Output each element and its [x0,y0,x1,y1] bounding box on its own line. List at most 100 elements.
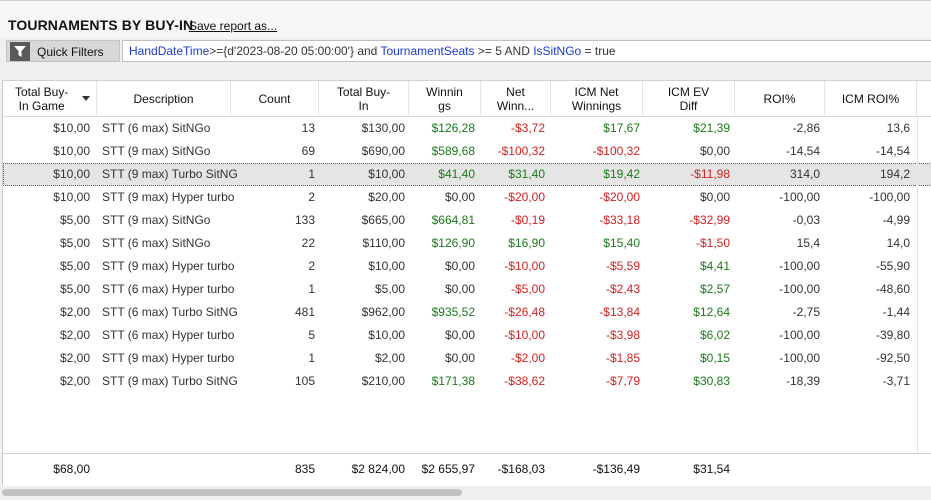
column-header-total-buyin[interactable]: Total Buy- In [319,81,409,117]
cell-icm-roi: 194,2 [879,167,910,181]
table-row[interactable]: $10,00 STT (9 max) SitNGo 69 $690,00 $589,68… [3,140,931,163]
column-header-net-winnings[interactable]: Net Winn... [481,81,551,117]
cell-icm-roi: -55,90 [875,259,910,273]
column-header-roi[interactable]: ROI% [735,81,825,117]
column-header-icm-net-winnings[interactable]: ICM Net Winnings [551,81,643,117]
column-header-label: Count [258,92,291,106]
cell-roi: -100,00 [779,282,820,296]
total-count: 835 [294,462,315,476]
cell-winnings: $0,00 [444,190,475,204]
scrollbar-thumb[interactable] [2,489,462,496]
cell-icm-roi: -39,80 [875,328,910,342]
cell-icm-ev-diff: $0,15 [699,351,730,365]
filter-field-name: IsSitNGo [533,44,582,58]
cell-icm-ev-diff: $6,02 [699,328,730,342]
cell-buyin-game: $10,00 [53,167,90,181]
cell-roi: -2,75 [792,305,820,319]
column-header-label: Winnin gs [426,85,463,113]
table-row[interactable]: $2,00 STT (6 max) Hyper turbo 5 $10,00 $0,00… [3,324,931,347]
cell-net-winnings: -$3,72 [510,121,545,135]
cell-icm-ev-diff: $30,83 [693,374,730,388]
cell-roi: 15,4 [796,236,820,250]
cell-icm-roi: 14,0 [886,236,910,250]
column-header-buyin-game[interactable]: Total Buy- In Game [3,81,97,117]
horizontal-scrollbar[interactable] [2,486,931,498]
column-header-icm-ev-diff[interactable]: ICM EV Diff [643,81,735,117]
save-report-link[interactable]: Save report as... [189,19,278,33]
cell-icm-net-winnings: -$1,85 [605,351,640,365]
total-buyin-game: $68,00 [53,462,90,476]
cell-total-buyin: $210,00 [361,374,405,388]
column-header-label: ICM Net Winnings [571,85,622,113]
cell-winnings: $0,00 [444,282,475,296]
table-row[interactable]: $2,00 STT (9 max) Hyper turbo 1 $2,00 $0,00 -… [3,347,931,370]
cell-net-winnings: -$10,00 [504,259,545,273]
cell-buyin-game: $2,00 [59,305,90,319]
cell-buyin-game: $5,00 [59,236,90,250]
table-row[interactable]: $5,00 STT (6 max) Hyper turbo 1 $5,00 $0,00 -… [3,278,931,301]
column-header-label: Net Winn... [496,85,535,113]
table-row[interactable]: $10,00 STT (9 max) Turbo SitNG 1 $10,00 $41,… [3,163,931,186]
cell-roi: -14,54 [785,144,820,158]
cell-icm-net-winnings: $15,40 [603,236,640,250]
cell-icm-ev-diff: $12,64 [693,305,730,319]
table-row[interactable]: $2,00 STT (9 max) Turbo SitNG 105 $210,00 $1… [3,370,931,393]
filter-operator-text: >={d'2023-08-20 05:00:00'} and [209,44,381,58]
column-header-description[interactable]: Description [97,81,231,117]
cell-icm-ev-diff: -$1,50 [695,236,730,250]
cell-count: 22 [301,236,315,250]
cell-icm-roi: -1,44 [882,305,910,319]
cell-buyin-game: $2,00 [59,374,90,388]
cell-buyin-game: $5,00 [59,213,90,227]
cell-icm-roi: -92,50 [875,351,910,365]
cell-roi: -18,39 [785,374,820,388]
cell-icm-ev-diff: $0,00 [699,144,730,158]
cell-description: STT (6 max) Hyper turbo [102,282,235,296]
cell-roi: -0,03 [792,213,820,227]
cell-winnings: $664,81 [431,213,475,227]
cell-count: 1 [308,167,315,181]
table-row[interactable]: $10,00 STT (6 max) SitNGo 13 $130,00 $126,28… [3,117,931,140]
cell-description: STT (9 max) Hyper turbo [102,259,235,273]
cell-winnings: $126,28 [431,121,475,135]
filter-bar: Quick Filters HandDateTime>={d'2023-08-2… [0,38,931,64]
cell-total-buyin: $962,00 [361,305,405,319]
cell-icm-ev-diff: $2,57 [699,282,730,296]
table-row[interactable]: $5,00 STT (6 max) SitNGo 22 $110,00 $126,90 $… [3,232,931,255]
cell-net-winnings: -$10,00 [504,328,545,342]
cell-description: STT (6 max) Hyper turbo [102,328,235,342]
cell-icm-ev-diff: $21,39 [693,121,730,135]
column-header-icm-roi[interactable]: ICM ROI% [825,81,917,117]
column-header-label: Total Buy- In Game [15,85,69,113]
cell-buyin-game: $2,00 [59,328,90,342]
quick-filters-button[interactable]: Quick Filters [6,40,120,62]
cell-net-winnings: -$0,19 [510,213,545,227]
cell-roi: -100,00 [779,190,820,204]
cell-icm-net-winnings: $19,42 [603,167,640,181]
cell-net-winnings: $16,90 [508,236,545,250]
table-row[interactable]: $5,00 STT (9 max) SitNGo 133 $665,00 $664,81… [3,209,931,232]
column-header-label: Description [133,92,194,106]
column-header-winnings[interactable]: Winnin gs [409,81,481,117]
cell-winnings: $0,00 [444,328,475,342]
cell-icm-net-winnings: -$3,98 [605,328,640,342]
cell-buyin-game: $5,00 [59,282,90,296]
cell-total-buyin: $690,00 [361,144,405,158]
cell-icm-net-winnings: -$7,79 [605,374,640,388]
cell-icm-roi: -48,60 [875,282,910,296]
filter-expression-input[interactable]: HandDateTime>={d'2023-08-20 05:00:00'} a… [122,40,931,62]
column-header-count[interactable]: Count [231,81,319,117]
table-row[interactable]: $2,00 STT (6 max) Turbo SitNG 481 $962,00 $9… [3,301,931,324]
total-winnings: $2 655,97 [421,462,475,476]
cell-net-winnings: $31,40 [508,167,545,181]
column-header-label: ICM ROI% [841,92,900,106]
cell-icm-net-winnings: -$2,43 [605,282,640,296]
table-row[interactable]: $10,00 STT (9 max) Hyper turbo 2 $20,00 $0,0… [3,186,931,209]
cell-total-buyin: $10,00 [368,167,405,181]
table-row[interactable]: $5,00 STT (9 max) Hyper turbo 2 $10,00 $0,00… [3,255,931,278]
cell-description: STT (6 max) Turbo SitNG [102,305,238,319]
filter-field-name: TournamentSeats [380,44,475,58]
total-icm-net-winnings: -$136,49 [592,462,640,476]
report-header: TOURNAMENTS BY BUY-IN Save report as... [0,0,931,38]
sort-descending-icon[interactable] [82,96,90,101]
